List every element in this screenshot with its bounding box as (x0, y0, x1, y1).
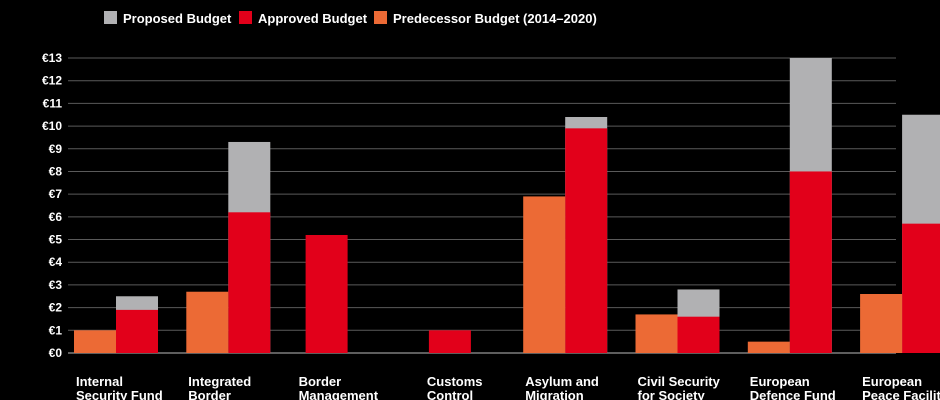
x-category-label: Asylum and Migration (525, 374, 599, 400)
bar-approved (789, 171, 832, 353)
y-tick-label: €4 (49, 255, 63, 269)
y-tick-label: €6 (49, 210, 63, 224)
y-tick-label: €9 (49, 142, 63, 156)
y-tick-label: €13 (42, 51, 62, 65)
legend-label-approved: Approved Budget (258, 11, 368, 26)
bar-approved (902, 223, 940, 353)
y-tick-label: €2 (49, 301, 63, 315)
bar-predecessor (860, 294, 903, 353)
x-category-label: Integrated Border (188, 374, 251, 400)
bar-approved (565, 128, 608, 353)
y-tick-label: €0 (49, 346, 63, 360)
y-tick-label: €8 (49, 164, 63, 178)
y-tick-label: €11 (43, 96, 63, 110)
x-category-label: Civil Security for Society (638, 374, 721, 400)
legend-label-proposed: Proposed Budget (123, 11, 232, 26)
x-category-label: Customs Control (427, 374, 483, 400)
bar-predecessor (635, 314, 678, 353)
bar-approved (305, 235, 348, 353)
legend-swatch-approved (239, 11, 252, 24)
y-axis-tick-labels: €0 €1 €2 €3 €4 €5 €6 €7 €8 €9 €10 €11 €12 €13 (42, 51, 62, 360)
legend-swatch-predecessor (374, 11, 387, 24)
x-category-label: Border Management (299, 374, 379, 400)
bar-predecessor (186, 291, 229, 353)
bar-approved (116, 309, 158, 353)
legend-swatch-proposed (104, 11, 117, 24)
legend-label-predecessor: Predecessor Budget (2014–2020) (393, 11, 597, 26)
y-tick-label: €5 (49, 233, 63, 247)
y-tick-label: €12 (42, 74, 62, 88)
bar-approved (677, 316, 720, 353)
bars (74, 58, 940, 353)
y-tick-label: €10 (42, 119, 62, 133)
x-category-label: European Peace Facility (862, 374, 940, 400)
bar-predecessor (747, 341, 790, 353)
category-labels: Internal Security Fund Integrated Border Bor… (76, 374, 940, 400)
y-tick-label: €1 (49, 323, 63, 337)
legend: Proposed Budget Approved Budget Predeces… (104, 11, 597, 26)
x-category-label: Internal Security Fund (76, 374, 163, 400)
y-tick-label: €3 (49, 278, 63, 292)
x-category-label: European Defence Fund (750, 374, 836, 400)
bar-approved (228, 212, 271, 353)
y-tick-label: €7 (49, 187, 63, 201)
bar-approved (428, 330, 471, 353)
bar-predecessor (74, 330, 116, 353)
bar-predecessor (523, 196, 566, 353)
grid-lines (68, 57, 896, 354)
